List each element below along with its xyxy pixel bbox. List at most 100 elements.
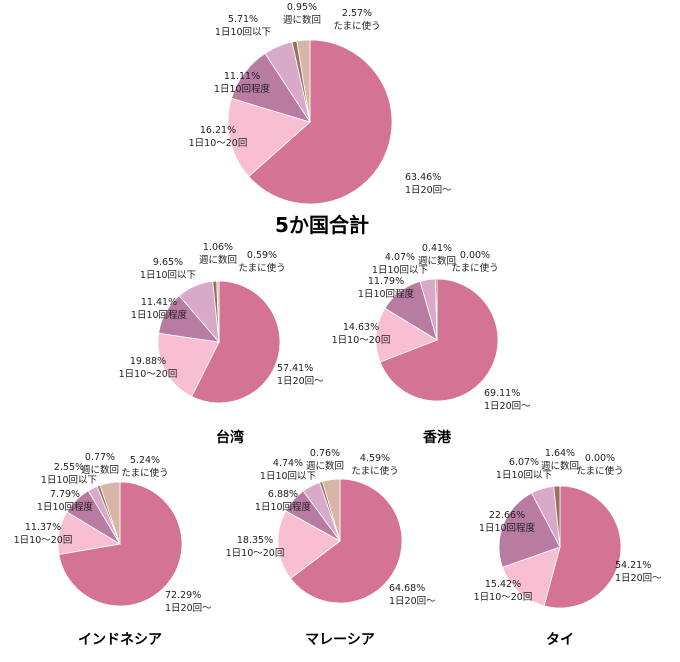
data-label-value: 5.71% — [228, 14, 258, 25]
data-label-value: 11.41% — [141, 297, 177, 308]
data-label-value: 11.79% — [368, 276, 404, 287]
data-label-value: 1.06% — [203, 242, 233, 253]
pie-chart-2: 57.41% 1日20回〜 19.88% 1日10〜20回 11.41%1日10回程度 9… — [119, 242, 324, 446]
data-label-category: 週に数回 — [306, 460, 344, 472]
chart-title: 台湾 — [216, 429, 244, 446]
data-label-category: 1日20回〜 — [165, 603, 212, 614]
data-label-category: たまに使う — [238, 262, 285, 274]
data-label-category: たまに使う — [576, 465, 623, 477]
data-label-category: 1日20回〜 — [277, 376, 324, 387]
data-label-category: たまに使う — [351, 465, 398, 477]
data-label-category: 1日10回以下 — [372, 265, 428, 276]
data-label-value: 0.59% — [247, 250, 277, 261]
data-label-category: 1日10〜20回 — [119, 369, 178, 380]
data-label-category: 1日10〜20回 — [226, 548, 285, 559]
pie-slice — [553, 485, 561, 548]
data-label-value: 69.11% — [484, 388, 520, 399]
pie-slice — [543, 485, 622, 609]
pie-slice — [227, 97, 311, 177]
data-label-value: 15.42% — [485, 579, 521, 590]
data-label-value: 0.77% — [85, 452, 115, 463]
data-label-category: 1日10回程度 — [479, 522, 536, 534]
data-label-category: 1日10〜20回 — [14, 535, 73, 546]
data-label-value: 2.57% — [342, 8, 372, 19]
data-label-category: 1日10回程度 — [214, 83, 271, 95]
data-label-value: 0.00% — [585, 453, 615, 464]
data-label-value: 1.64% — [545, 448, 575, 459]
data-label-category: 1日20回〜 — [389, 596, 436, 607]
data-label-category: 1日10回以下 — [260, 471, 316, 482]
pie-chart-5: 64.68% 1日20回〜 18.35% 1日10〜20回 6.88%1日10回程度 4.… — [226, 448, 436, 648]
data-label-category: 1日10回程度 — [255, 501, 312, 513]
data-label-category: たまに使う — [451, 262, 498, 274]
data-label-category: たまに使う — [121, 467, 168, 479]
data-label-value: 22.66% — [489, 510, 525, 521]
pie-slice — [157, 332, 220, 398]
chart-title: 香港 — [422, 429, 452, 446]
data-label-value: 7.79% — [50, 489, 80, 500]
data-label-value: 6.88% — [268, 489, 298, 500]
data-label-category: 週に数回 — [283, 14, 321, 26]
data-label-category: 1日10回以下 — [140, 270, 196, 281]
chart-title: インドネシア — [78, 632, 162, 648]
data-label-value: 9.65% — [153, 257, 183, 268]
pie-slice — [375, 307, 438, 363]
data-label-value: 6.07% — [509, 457, 539, 468]
pie-slice — [290, 478, 403, 604]
pie-slice — [435, 278, 438, 341]
data-label-value: 57.41% — [277, 363, 313, 374]
chart-title: タイ — [546, 632, 574, 648]
data-label-value: 14.63% — [343, 322, 379, 333]
data-label-value: 0.95% — [287, 2, 317, 13]
data-label-category: 1日10回程度 — [358, 288, 415, 300]
pie-chart-3: 69.11% 1日20回〜 14.63% 1日10〜20回 11.79%1日10回程度 4… — [332, 243, 531, 446]
data-label-category: 1日20回〜 — [615, 573, 662, 584]
data-label-value: 19.88% — [130, 356, 166, 367]
data-label-value: 11.37% — [25, 522, 61, 533]
pie-slice — [191, 280, 281, 404]
pie-slice — [501, 546, 561, 607]
data-label-category: 1日10回以下 — [41, 475, 97, 486]
pie-chart-1: 63.46% 1日20回〜 16.21% 1日10〜20回 11.11%1日10回程度 5… — [189, 2, 452, 237]
data-label-category: 週に数回 — [81, 464, 119, 476]
pie-chart-6: 54.21% 1日20回〜 15.42% 1日10〜20回 22.66%1日10回程度 6… — [474, 448, 662, 648]
data-label-value: 0.00% — [460, 250, 490, 261]
data-label-value: 18.35% — [237, 535, 273, 546]
pie-slice — [379, 278, 499, 402]
pie-slice — [277, 510, 341, 580]
pie-slice — [296, 39, 311, 123]
data-label-value: 4.74% — [273, 458, 303, 469]
pie-slice — [216, 280, 220, 343]
data-label-category: 週に数回 — [418, 255, 456, 267]
data-label-category: 1日10回以下 — [215, 27, 271, 38]
data-label-value: 54.21% — [615, 560, 651, 571]
pie-slice — [248, 39, 393, 205]
data-label-value: 11.11% — [224, 71, 260, 82]
pie-slice — [321, 478, 341, 542]
data-label-category: 1日10〜20回 — [189, 138, 248, 149]
data-label-value: 5.24% — [130, 455, 160, 466]
data-label-category: 1日10〜20回 — [332, 335, 391, 346]
data-label-category: 週に数回 — [199, 254, 237, 266]
data-label-value: 63.46% — [405, 172, 441, 183]
data-label-value: 64.68% — [389, 583, 425, 594]
data-label-category: 1日10回以下 — [496, 470, 552, 481]
data-label-category: 週に数回 — [541, 460, 579, 472]
data-label-category: 1日20回〜 — [484, 401, 531, 412]
pie-slice — [498, 492, 561, 568]
data-label-value: 2.55% — [54, 462, 84, 473]
data-label-category: 1日10回程度 — [131, 309, 188, 321]
data-label-value: 4.07% — [385, 252, 415, 263]
data-label-category: 1日10回程度 — [37, 501, 94, 513]
data-label-category: たまに使う — [333, 20, 380, 32]
data-label-category: 1日10〜20回 — [474, 592, 533, 603]
data-label-value: 16.21% — [200, 125, 236, 136]
data-label-value: 0.76% — [310, 448, 340, 459]
data-label-value: 72.29% — [165, 590, 201, 601]
chart-title: マレーシア — [305, 632, 375, 648]
chart-title: 5か国合計 — [275, 213, 369, 237]
pie-chart-4: 72.29% 1日20回〜 11.37% 1日10〜20回 7.79%1日10回程度 2.… — [14, 452, 212, 648]
data-label-value: 4.59% — [360, 453, 390, 464]
pie-slice — [99, 481, 121, 545]
